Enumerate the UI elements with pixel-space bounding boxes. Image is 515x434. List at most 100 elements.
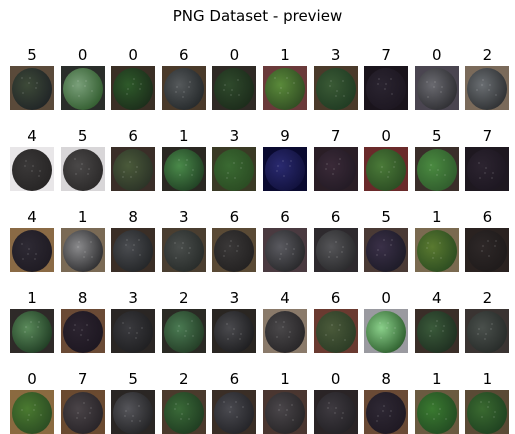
avocado-thumbnail xyxy=(313,309,358,353)
cell-label: 5 xyxy=(128,370,138,388)
avocado-thumbnail xyxy=(414,309,459,353)
cell-label: 4 xyxy=(280,289,290,307)
avocado-thumbnail xyxy=(364,390,409,434)
cell-label: 1 xyxy=(27,289,37,307)
avocado-thumbnail xyxy=(465,309,510,353)
cell-label: 6 xyxy=(128,127,138,145)
cell-label: 0 xyxy=(381,289,391,307)
avocado-thumbnail xyxy=(313,66,358,110)
cell-label: 1 xyxy=(179,127,189,145)
avocado-thumbnail xyxy=(465,147,510,191)
avocado-thumbnail xyxy=(313,147,358,191)
cell-label: 2 xyxy=(482,46,493,64)
avocado-thumbnail xyxy=(212,309,257,353)
cell-label: 1 xyxy=(280,370,290,388)
avocado-thumbnail xyxy=(60,66,105,110)
cell-label: 1 xyxy=(280,46,290,64)
figure-title: PNG Dataset - preview xyxy=(172,7,343,25)
cell-label: 5 xyxy=(432,127,442,145)
cell-label: 1 xyxy=(77,208,88,226)
cell-label: 4 xyxy=(27,208,37,226)
cell-label: 7 xyxy=(330,127,341,145)
cell-label: 7 xyxy=(482,127,493,145)
avocado-thumbnail xyxy=(364,147,409,191)
cell-label: 4 xyxy=(432,289,442,307)
cell-label: 0 xyxy=(330,370,341,388)
cell-label: 5 xyxy=(77,127,88,145)
avocado-thumbnail xyxy=(161,228,206,272)
cell-label: 6 xyxy=(280,208,290,226)
avocado-thumbnail xyxy=(364,66,409,110)
cell-label: 6 xyxy=(330,289,341,307)
avocado-thumbnail xyxy=(263,309,307,353)
cell-label: 6 xyxy=(179,46,189,64)
avocado-thumbnail xyxy=(111,228,156,272)
avocado-thumbnail xyxy=(10,66,54,110)
avocado-thumbnail xyxy=(212,147,257,191)
avocado-thumbnail xyxy=(465,66,510,110)
cell-label: 0 xyxy=(381,127,391,145)
cell-label: 0 xyxy=(27,370,37,388)
avocado-thumbnail xyxy=(10,228,54,272)
cell-label: 6 xyxy=(229,208,240,226)
avocado-thumbnail xyxy=(263,147,307,191)
avocado-thumbnail xyxy=(161,66,206,110)
cell-label: 6 xyxy=(330,208,341,226)
cell-label: 7 xyxy=(77,370,88,388)
avocado-thumbnail xyxy=(263,66,307,110)
avocado-thumbnail xyxy=(161,390,206,434)
avocado-thumbnail xyxy=(414,66,459,110)
cell-label: 8 xyxy=(128,208,138,226)
avocado-thumbnail xyxy=(10,147,54,191)
avocado-thumbnail xyxy=(10,390,54,434)
avocado-thumbnail xyxy=(212,228,257,272)
avocado-thumbnail xyxy=(60,390,105,434)
cell-label: 3 xyxy=(128,289,138,307)
cell-label: 5 xyxy=(27,46,37,64)
cell-label: 0 xyxy=(229,46,240,64)
avocado-thumbnail xyxy=(364,309,409,353)
cell-label: 0 xyxy=(77,46,88,64)
avocado-thumbnail xyxy=(465,228,510,272)
avocado-thumbnail xyxy=(161,147,206,191)
avocado-thumbnail xyxy=(111,66,156,110)
avocado-thumbnail xyxy=(111,147,156,191)
avocado-thumbnail xyxy=(60,309,105,353)
cell-label: 4 xyxy=(27,127,37,145)
cell-label: 2 xyxy=(482,289,493,307)
cell-label: 8 xyxy=(381,370,391,388)
avocado-thumbnail xyxy=(111,309,156,353)
avocado-thumbnail xyxy=(263,228,307,272)
cell-label: 1 xyxy=(482,370,493,388)
cell-label: 8 xyxy=(77,289,88,307)
cell-label: 6 xyxy=(229,370,240,388)
avocado-thumbnail xyxy=(414,147,459,191)
avocado-thumbnail xyxy=(364,228,409,272)
cell-label: 0 xyxy=(432,46,442,64)
avocado-thumbnail xyxy=(212,390,257,434)
avocado-thumbnail xyxy=(313,390,358,434)
avocado-thumbnail xyxy=(414,228,459,272)
cell-label: 3 xyxy=(330,46,341,64)
avocado-thumbnail xyxy=(313,228,358,272)
cell-label: 2 xyxy=(179,370,189,388)
cell-label: 1 xyxy=(432,208,442,226)
avocado-thumbnail xyxy=(111,390,156,434)
avocado-thumbnail xyxy=(60,228,105,272)
avocado-thumbnail xyxy=(465,390,510,434)
cell-label: 9 xyxy=(280,127,290,145)
cell-label: 6 xyxy=(482,208,493,226)
cell-label: 2 xyxy=(179,289,189,307)
cell-label: 3 xyxy=(229,127,240,145)
cell-label: 1 xyxy=(432,370,442,388)
avocado-thumbnail xyxy=(161,309,206,353)
avocado-thumbnail xyxy=(10,309,54,353)
cell-label: 7 xyxy=(381,46,391,64)
cell-label: 5 xyxy=(381,208,391,226)
avocado-thumbnail xyxy=(60,147,105,191)
avocado-thumbnail xyxy=(414,390,459,434)
cell-label: 0 xyxy=(128,46,138,64)
cell-label: 3 xyxy=(179,208,189,226)
avocado-thumbnail xyxy=(212,66,257,110)
